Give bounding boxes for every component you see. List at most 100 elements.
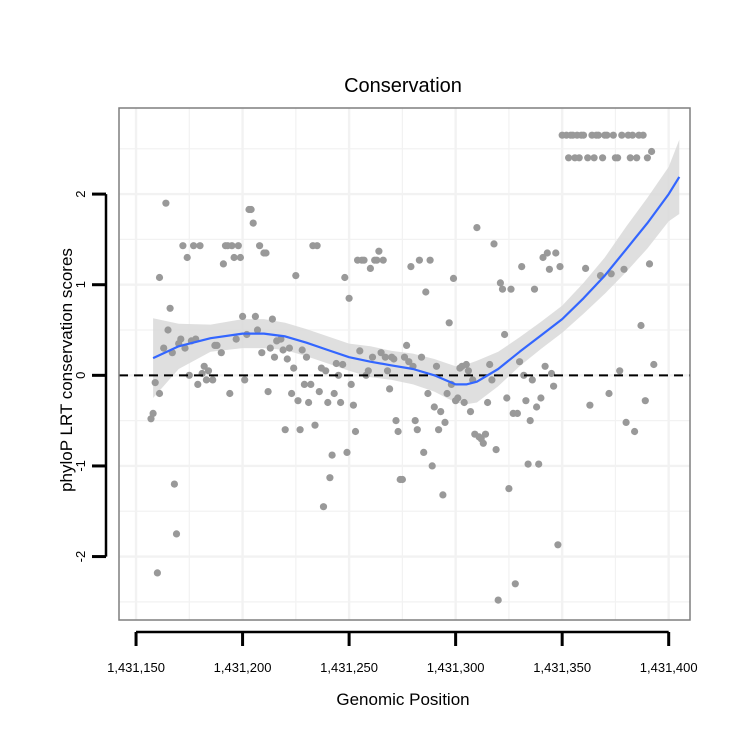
data-point	[645, 260, 654, 268]
data-point	[296, 426, 304, 434]
data-point	[445, 319, 453, 327]
data-point	[194, 380, 202, 388]
data-point	[347, 380, 355, 388]
data-point	[533, 403, 541, 411]
data-point	[234, 242, 242, 250]
data-point	[616, 367, 624, 375]
data-point	[328, 451, 336, 459]
data-point	[343, 448, 351, 456]
data-point	[262, 249, 270, 257]
data-point	[492, 446, 500, 454]
data-point	[164, 326, 172, 334]
data-point	[202, 376, 210, 384]
data-points	[147, 131, 658, 604]
data-point	[368, 353, 377, 361]
data-point	[349, 401, 357, 409]
data-point	[288, 389, 296, 398]
data-point	[599, 154, 607, 162]
data-point	[377, 349, 385, 357]
data-point	[528, 376, 536, 384]
data-point	[356, 347, 364, 355]
data-point	[379, 256, 387, 264]
data-point	[490, 240, 498, 248]
x-axis-label: Genomic Position	[336, 690, 469, 709]
data-point	[511, 580, 519, 588]
data-point	[524, 460, 532, 468]
data-point	[281, 426, 289, 434]
data-point	[420, 448, 428, 456]
y-axis: -2 -1 0 1 2	[73, 190, 108, 563]
data-point	[530, 285, 539, 293]
data-point	[437, 408, 445, 416]
data-point	[403, 341, 411, 349]
data-point	[298, 346, 306, 354]
data-point	[541, 362, 549, 370]
data-point	[650, 360, 658, 369]
data-point	[584, 154, 592, 162]
data-point	[484, 398, 492, 407]
data-point	[554, 541, 562, 549]
data-point	[268, 315, 276, 323]
data-point	[607, 270, 615, 278]
data-point	[290, 364, 298, 372]
data-point	[443, 389, 451, 398]
data-point	[507, 285, 515, 293]
data-point	[294, 397, 302, 405]
data-point	[535, 460, 543, 468]
data-point	[449, 274, 458, 282]
x-tick-label: 1,431,250	[320, 660, 378, 675]
data-point	[518, 263, 526, 271]
data-point	[556, 263, 564, 271]
y-tick-label: 0	[73, 372, 88, 379]
data-point	[386, 385, 394, 393]
data-point	[228, 242, 236, 250]
data-point	[639, 131, 647, 139]
data-point	[311, 421, 319, 429]
data-point	[319, 503, 328, 511]
data-point	[498, 285, 507, 293]
data-point	[307, 380, 315, 388]
data-point	[417, 353, 426, 361]
data-point	[547, 369, 556, 378]
data-point	[520, 371, 528, 379]
data-point	[398, 475, 406, 484]
data-point	[226, 389, 234, 398]
y-axis-label: phyloP LRT conservation scores	[57, 248, 76, 492]
data-point	[543, 249, 551, 257]
data-point	[441, 418, 449, 426]
data-point	[473, 224, 481, 232]
data-point	[643, 154, 652, 162]
data-point	[162, 199, 170, 207]
smooth-trend-line	[152, 176, 681, 386]
data-point	[422, 288, 430, 296]
data-point	[430, 403, 438, 411]
data-point	[324, 398, 332, 407]
data-point	[264, 388, 272, 396]
data-point	[513, 409, 522, 417]
data-point	[407, 263, 415, 271]
data-point	[341, 273, 349, 282]
data-point	[313, 242, 321, 250]
data-point	[432, 362, 441, 370]
data-point	[155, 389, 164, 398]
data-point	[332, 359, 340, 368]
data-point	[526, 417, 534, 425]
data-point	[620, 265, 628, 273]
data-point	[241, 376, 249, 384]
data-point	[424, 389, 432, 398]
data-point	[464, 367, 472, 375]
data-point	[326, 474, 334, 482]
data-point	[394, 427, 402, 436]
data-point	[277, 335, 285, 343]
data-point	[179, 242, 187, 250]
data-point	[209, 376, 217, 384]
x-tick-label: 1,431,200	[214, 660, 272, 675]
data-point	[330, 389, 338, 398]
data-point	[400, 353, 409, 361]
data-point	[390, 355, 398, 363]
y-tick-label: -2	[73, 551, 88, 563]
data-point	[479, 439, 487, 447]
data-point	[239, 312, 247, 320]
data-point	[641, 397, 649, 405]
y-tick-label: -1	[73, 460, 88, 472]
